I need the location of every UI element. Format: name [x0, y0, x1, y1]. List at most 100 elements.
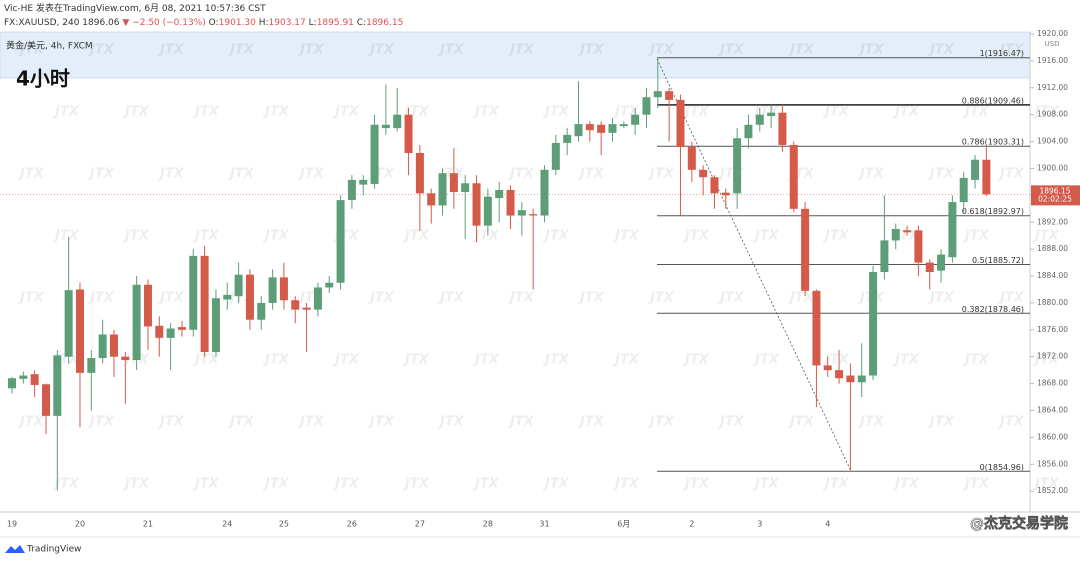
watermark: JTX [542, 353, 570, 368]
y-tick-label: 1860.00 [1037, 432, 1068, 441]
ohlc-value: 1901.30 [218, 18, 256, 28]
x-tick-label: 4 [825, 520, 830, 529]
watermark: JTX [927, 167, 955, 182]
watermark: JTX [577, 291, 605, 306]
x-tick-label: 21 [143, 520, 153, 529]
x-tick-label: 27 [415, 520, 425, 529]
candle-body [75, 289, 84, 373]
candle-body [812, 290, 821, 366]
watermark: JTX [682, 353, 710, 368]
candle-body [551, 142, 560, 170]
candle-body [733, 138, 742, 194]
candle-body [914, 230, 923, 263]
watermark: JTX [17, 415, 45, 430]
watermark: JTX [787, 415, 815, 430]
watermark: JTX [472, 353, 500, 368]
watermarks: JTX JTX JTX JTX JTX JTX JTX JTX JTX JTX JTX JTX JTX J… [17, 43, 1060, 492]
candle-body [336, 200, 345, 283]
candle-body [461, 183, 470, 192]
candle-body [653, 91, 662, 98]
x-tick-label: 28 [483, 520, 493, 529]
ohlc-key: H: [258, 18, 269, 28]
candle-body [801, 208, 810, 291]
candle-body [948, 202, 957, 258]
candle-body [268, 277, 277, 303]
watermark: JTX [752, 229, 780, 244]
watermark: JTX [297, 415, 325, 430]
candle-body [483, 196, 492, 226]
watermark: JTX [507, 415, 535, 430]
watermark: JTX [507, 167, 535, 182]
ohlc-value: 1896.15 [366, 18, 404, 28]
candle-body [665, 91, 674, 100]
watermark: JTX [472, 477, 500, 492]
watermark: JTX [892, 353, 920, 368]
candle-body [245, 274, 254, 320]
candle-body [710, 177, 719, 194]
currency: USD [1045, 40, 1060, 48]
watermark: JTX [542, 229, 570, 244]
watermark: JTX [892, 477, 920, 492]
candle-body [687, 146, 696, 170]
price-label: 1896.15 [1039, 186, 1070, 195]
candle-body [132, 284, 141, 361]
watermark: JTX [752, 477, 780, 492]
candle-body [642, 97, 651, 115]
watermark: JTX [332, 477, 360, 492]
watermark: JTX [122, 229, 150, 244]
y-tick-label: 1912.00 [1037, 83, 1068, 92]
x-tick-label: 20 [75, 520, 85, 529]
candle-body [98, 334, 107, 359]
candle-body [937, 254, 946, 271]
watermark: JTX [962, 477, 990, 492]
candle-body [449, 173, 458, 192]
x-tick-label: 31 [539, 520, 549, 529]
footer-logo: TradingView [5, 545, 81, 555]
credit: @杰克交易学院 [970, 515, 1068, 532]
candle-body [438, 173, 447, 206]
candle-body [619, 124, 628, 127]
watermark: JTX [17, 167, 45, 182]
change-value: −2.50 (−0.13%) [132, 18, 206, 28]
y-tick-label: 1864.00 [1037, 405, 1068, 414]
fib-label: 0(1854.96) [980, 463, 1024, 472]
watermark: JTX [822, 477, 850, 492]
watermark: JTX [472, 105, 500, 120]
candle-body [234, 274, 243, 297]
highlight-band [0, 31, 1031, 79]
candle-body [109, 334, 118, 357]
watermark: JTX [87, 43, 115, 58]
candle-body [699, 169, 708, 178]
candle-body [19, 375, 28, 379]
watermark: JTX [192, 477, 220, 492]
candle-body [370, 124, 379, 184]
watermark: JTX [87, 291, 115, 306]
header: Vic-HE 发表在TradingView.com, 6月 08, 2021 1… [4, 2, 403, 30]
watermark: JTX [437, 415, 465, 430]
y-tick-label: 1904.00 [1037, 137, 1068, 146]
watermark: JTX [577, 43, 605, 58]
watermark: JTX [332, 353, 360, 368]
candle-body [744, 124, 753, 139]
ohlc-value: 1903.17 [268, 18, 306, 28]
x-tick-label: 25 [279, 520, 289, 529]
watermark: JTX [402, 477, 430, 492]
candle-body [325, 282, 334, 288]
watermark: JTX [297, 167, 325, 182]
candle-body [30, 374, 39, 385]
candle-body [53, 355, 62, 416]
watermark: JTX [717, 43, 745, 58]
watermark: JTX [787, 43, 815, 58]
candle-body [166, 328, 175, 338]
candle-body [767, 112, 776, 117]
watermark: JTX [157, 415, 185, 430]
watermark: JTX [262, 477, 290, 492]
watermark: JTX [997, 167, 1025, 182]
watermark: JTX [262, 229, 290, 244]
watermark: JTX [1032, 229, 1060, 244]
watermark: JTX [577, 167, 605, 182]
x-tick-label: 6月 [617, 520, 630, 529]
watermark: JTX [997, 291, 1025, 306]
y-tick-label: 1892.00 [1037, 217, 1068, 226]
